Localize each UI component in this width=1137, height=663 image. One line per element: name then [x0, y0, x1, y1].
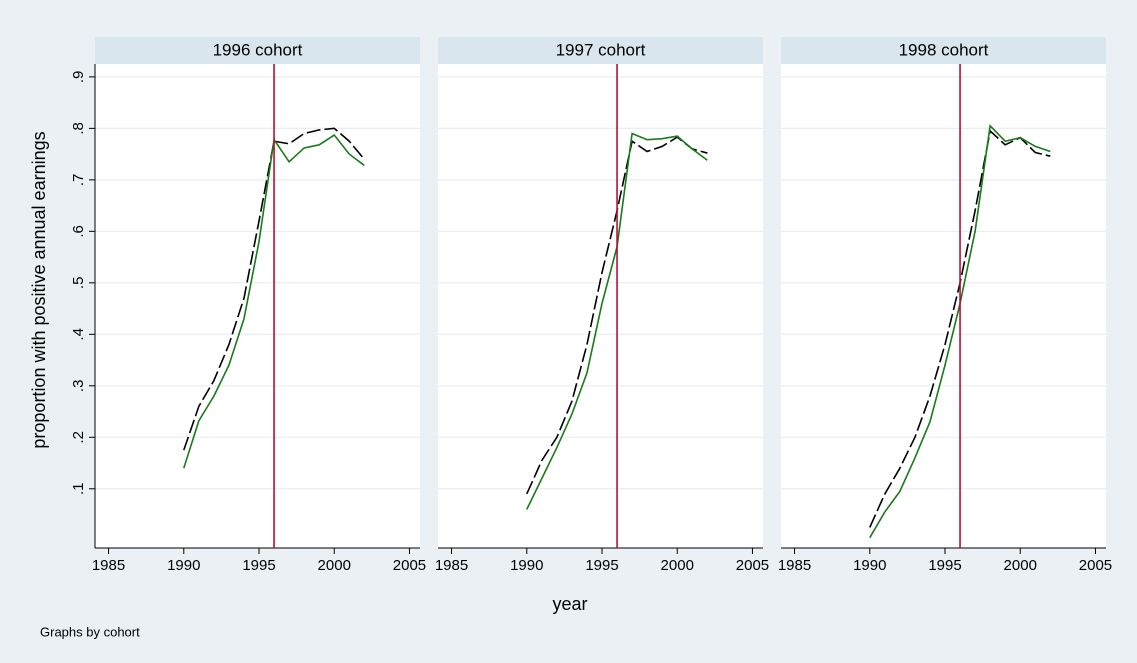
x-tick-label: 1985	[778, 557, 811, 574]
x-tick-label: 2005	[393, 557, 426, 574]
panel-title: 1998 cohort	[899, 40, 989, 59]
panel-strip	[781, 37, 1106, 64]
y-tick-label: .3	[70, 380, 87, 393]
plot-area	[438, 64, 763, 548]
y-tick-label: .1	[70, 483, 87, 496]
x-tick-label: 1985	[92, 557, 125, 574]
x-tick-label: 2000	[661, 557, 694, 574]
panel-strip	[438, 37, 763, 64]
y-tick-label: .4	[70, 328, 87, 341]
y-axis-label: proportion with positive annual earnings	[29, 131, 49, 448]
y-tick-label: .8	[70, 122, 87, 135]
x-tick-label: 2005	[736, 557, 769, 574]
panel-title: 1996 cohort	[213, 40, 303, 59]
y-tick-label: .7	[70, 174, 87, 187]
x-tick-label: 1995	[585, 557, 618, 574]
note: Graphs by cohort	[40, 624, 140, 639]
y-tick-label: .6	[70, 225, 87, 238]
x-axis-label: year	[552, 594, 587, 614]
x-tick-label: 1985	[435, 557, 468, 574]
y-tick-label: .2	[70, 431, 87, 444]
x-tick-label: 1990	[510, 557, 543, 574]
x-tick-label: 2000	[1004, 557, 1037, 574]
x-tick-label: 2005	[1079, 557, 1112, 574]
x-tick-label: 2000	[318, 557, 351, 574]
series-line	[183, 127, 365, 451]
y-tick-label: .5	[70, 277, 87, 290]
panel-strip	[95, 37, 420, 64]
x-tick-label: 1995	[928, 557, 961, 574]
x-tick-label: 1990	[853, 557, 886, 574]
x-tick-label: 1990	[167, 557, 200, 574]
x-tick-label: 1995	[242, 557, 275, 574]
plot-area	[95, 64, 420, 548]
y-tick-label: .9	[70, 71, 87, 84]
panel-title: 1997 cohort	[556, 40, 646, 59]
plot-area	[781, 64, 1106, 548]
